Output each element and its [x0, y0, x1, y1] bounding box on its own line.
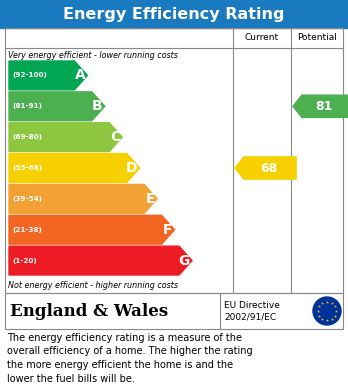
Text: Potential: Potential: [297, 34, 337, 43]
Text: Current: Current: [245, 34, 279, 43]
Text: 2002/91/EC: 2002/91/EC: [224, 312, 276, 321]
Text: (1-20): (1-20): [12, 258, 37, 264]
Circle shape: [313, 297, 341, 325]
Polygon shape: [9, 215, 175, 244]
Bar: [5, 293, 343, 329]
Text: The energy efficiency rating is a measure of the: The energy efficiency rating is a measur…: [7, 333, 242, 343]
Polygon shape: [9, 154, 140, 183]
Polygon shape: [9, 61, 87, 90]
Text: F: F: [163, 223, 173, 237]
Text: (55-68): (55-68): [12, 165, 42, 171]
Text: overall efficiency of a home. The higher the rating: overall efficiency of a home. The higher…: [7, 346, 253, 357]
Text: (81-91): (81-91): [12, 103, 42, 109]
Text: the more energy efficient the home is and the: the more energy efficient the home is an…: [7, 360, 233, 370]
Polygon shape: [9, 123, 122, 152]
Text: 68: 68: [260, 161, 277, 174]
Text: D: D: [126, 161, 138, 175]
Text: E: E: [146, 192, 155, 206]
Text: B: B: [92, 99, 103, 113]
Text: (69-80): (69-80): [12, 134, 42, 140]
Text: G: G: [179, 254, 190, 267]
Text: 81: 81: [315, 100, 333, 113]
Text: (39-54): (39-54): [12, 196, 42, 202]
Text: (21-38): (21-38): [12, 227, 42, 233]
Text: (92-100): (92-100): [12, 72, 47, 79]
Text: Energy Efficiency Rating: Energy Efficiency Rating: [63, 7, 285, 22]
Text: lower the fuel bills will be.: lower the fuel bills will be.: [7, 373, 135, 384]
Bar: [5, 28, 343, 293]
Polygon shape: [9, 185, 157, 213]
Text: Not energy efficient - higher running costs: Not energy efficient - higher running co…: [8, 282, 178, 291]
Bar: [0, 0, 348, 28]
Polygon shape: [9, 246, 192, 275]
Polygon shape: [9, 92, 105, 121]
Text: C: C: [110, 130, 120, 144]
Polygon shape: [235, 157, 296, 179]
Text: A: A: [74, 68, 85, 83]
Text: EU Directive: EU Directive: [224, 301, 280, 310]
Text: England & Wales: England & Wales: [10, 303, 168, 319]
Polygon shape: [293, 95, 348, 117]
Text: Very energy efficient - lower running costs: Very energy efficient - lower running co…: [8, 52, 178, 61]
